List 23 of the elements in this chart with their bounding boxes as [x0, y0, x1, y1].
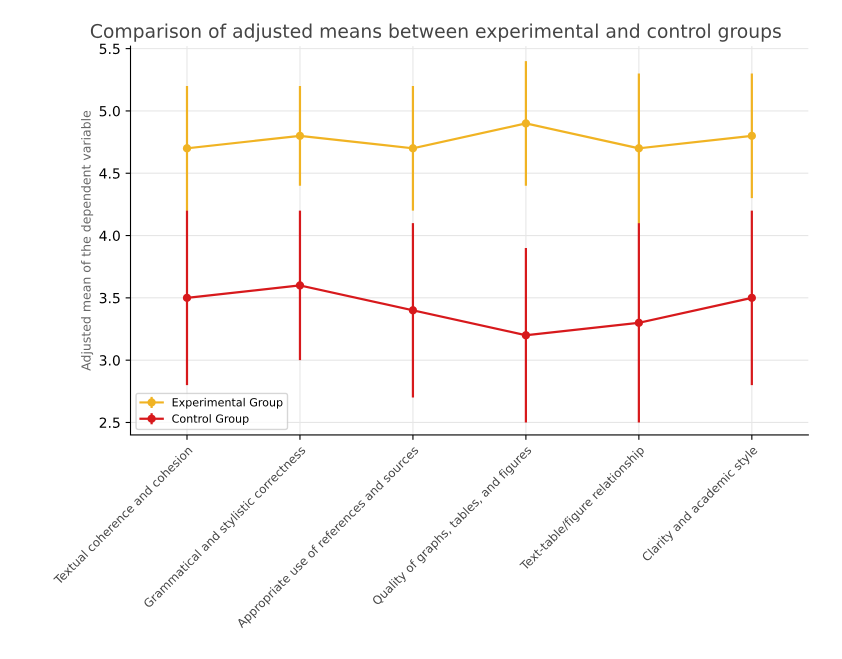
- y-tick-label: 5.0: [100, 106, 120, 116]
- point: [182, 144, 192, 152]
- y-tick-label: 4.5: [99, 168, 120, 179]
- point: [634, 318, 644, 327]
- point: [296, 132, 304, 140]
- point: [522, 331, 530, 340]
- y-tick-label: 5.5: [100, 44, 120, 54]
- point: [296, 281, 304, 290]
- point: [748, 294, 756, 302]
- y-tick-label: 4.0: [99, 230, 120, 242]
- y-tick-label: 3.0: [100, 355, 120, 366]
- point: [408, 144, 418, 152]
- chart-title: Comparison of adjusted means between experimental and control groups: [90, 24, 781, 42]
- point: [182, 294, 192, 302]
- y-axis-title: Adjusted mean of the dependent variable: [81, 110, 94, 371]
- point: [408, 306, 418, 314]
- point: [522, 119, 530, 128]
- legend-label: Experimental Group: [172, 398, 282, 409]
- point: [634, 144, 644, 152]
- y-tick-label: 2.5: [100, 417, 120, 428]
- legend-label: Control Group: [172, 414, 249, 425]
- y-tick-label: 3.5: [100, 292, 120, 304]
- point: [748, 132, 756, 140]
